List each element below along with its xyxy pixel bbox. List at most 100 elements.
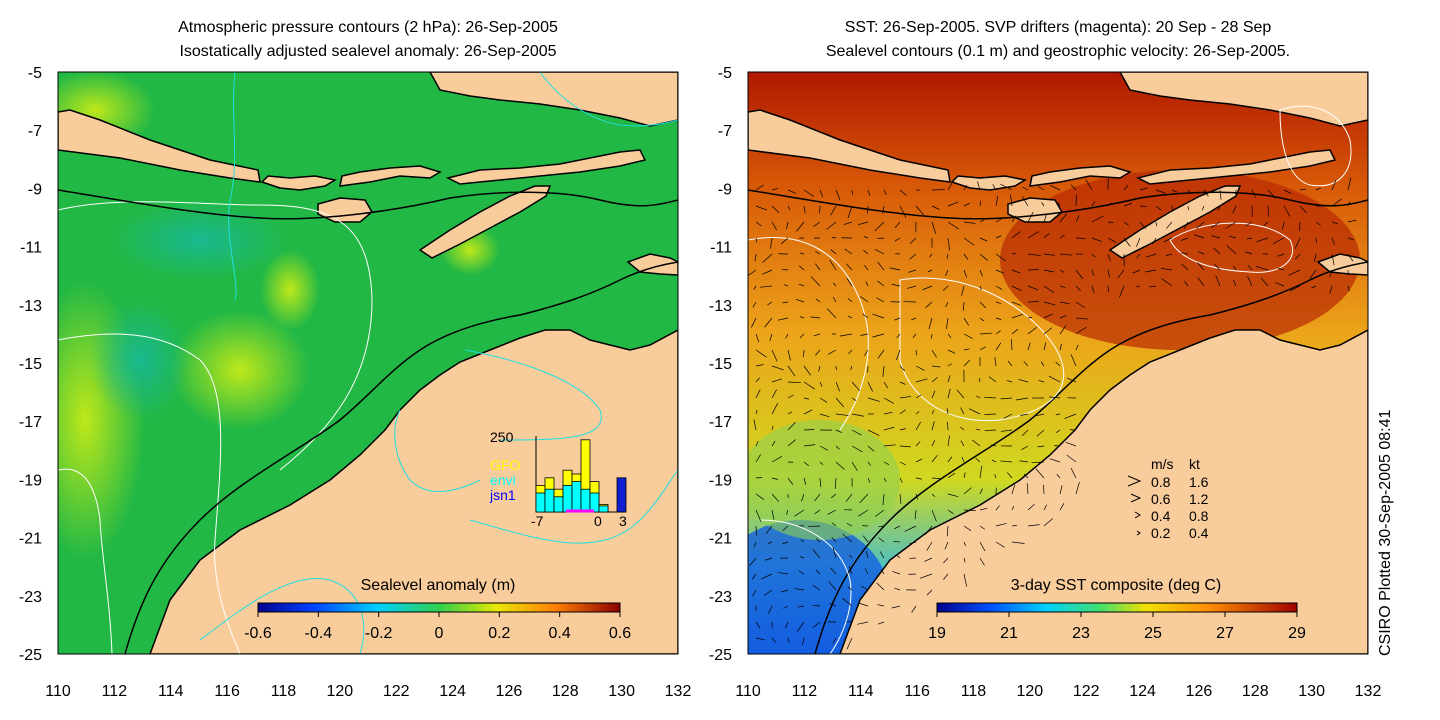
- velocity-arrow: [847, 205, 853, 219]
- velocity-arrow: [829, 602, 837, 607]
- velocity-arrow: [995, 342, 1002, 351]
- velocity-arrow: [1034, 413, 1045, 417]
- velocity-arrow: [947, 333, 952, 339]
- velocity-arrow: [867, 397, 880, 402]
- velocity-arrow: [877, 280, 885, 287]
- sla-contour: [394, 409, 481, 493]
- velocity-arrow: [1070, 354, 1077, 367]
- velocity-arrow: [1347, 285, 1350, 292]
- latitude-tick-label: -25: [19, 647, 42, 664]
- velocity-arrow: [979, 301, 987, 309]
- velocity-arrow: [979, 557, 985, 566]
- velocity-arrow: [767, 541, 773, 544]
- velocity-arrow: [926, 589, 933, 596]
- velocity-arrow: [914, 509, 917, 520]
- velocity-arrow: [899, 445, 911, 448]
- velocity-arrow: [771, 477, 778, 480]
- velocity-arrow: [1000, 429, 1013, 432]
- velocity-arrow: [1043, 214, 1047, 223]
- velocity-arrow: [1070, 468, 1077, 479]
- velocity-arrow: [771, 493, 780, 503]
- velocity-legend-kt-header: kt: [1189, 456, 1200, 472]
- velocity-arrow: [755, 349, 767, 358]
- longitude-tick-label: 120: [1016, 683, 1043, 700]
- northern-landmass: [1119, 72, 1368, 127]
- velocity-arrow: [995, 269, 1004, 274]
- velocity-arrow: [883, 189, 887, 196]
- velocity-arrow: [812, 585, 821, 591]
- velocity-arrow: [1107, 202, 1112, 207]
- histogram-bar-envi: [544, 488, 555, 513]
- velocity-arrow: [925, 301, 933, 308]
- velocity-arrow: [786, 509, 789, 515]
- velocity-arrow: [995, 317, 1002, 320]
- velocity-arrow: [961, 456, 965, 463]
- velocity-arrow: [777, 317, 789, 321]
- velocity-arrow: [960, 426, 965, 431]
- velocity-arrow: [752, 589, 757, 597]
- velocity-arrow: [818, 365, 821, 372]
- velocity-arrow: [909, 253, 917, 260]
- velocity-arrow: [894, 317, 901, 321]
- velocity-arrow: [1152, 237, 1157, 245]
- colorbar-tick-label: 29: [1288, 625, 1306, 642]
- velocity-arrow: [1123, 202, 1133, 207]
- velocity-arrow: [1011, 285, 1022, 292]
- velocity-arrow: [830, 493, 837, 499]
- java-island: [748, 109, 951, 183]
- velocity-arrow: [794, 588, 805, 591]
- sst-colorbar-ticks: 19 21 23 25 27 29: [928, 612, 1306, 642]
- histogram-bar-envi: [553, 496, 564, 513]
- velocity-arrow: [915, 477, 922, 480]
- colorbar-tick-label: 0: [435, 625, 444, 642]
- velocity-arrow: [1043, 253, 1055, 256]
- velocity-arrow: [813, 333, 821, 337]
- velocity-arrow: [785, 621, 789, 629]
- velocity-arrow: [755, 409, 758, 415]
- velocity-arrow: [1197, 262, 1205, 271]
- velocity-arrow: [946, 408, 949, 415]
- velocity-arrow: [842, 597, 853, 607]
- histogram-xlabel-max: 3: [619, 513, 627, 529]
- velocity-legend: m/s kt 0.8 1.6 0.6 1.2 0.4 0.8 0.2 0.4: [1127, 456, 1209, 541]
- velocity-arrow: [931, 333, 933, 339]
- velocity-arrow: [975, 458, 981, 463]
- velocity-arrow: [1217, 205, 1221, 211]
- longitude-tick-label: 118: [961, 683, 987, 700]
- velocity-arrow: [803, 365, 811, 376]
- velocity-legend-ms: 0.6: [1151, 491, 1171, 507]
- sealevel-contour: [1169, 222, 1293, 273]
- velocity-arrow: [931, 221, 937, 234]
- velocity-arrow: [984, 396, 997, 399]
- velocity-arrow: [1037, 445, 1045, 448]
- velocity-arrow: [1075, 481, 1080, 495]
- velocity-arrow: [1329, 285, 1333, 294]
- velocity-arrow: [803, 409, 813, 415]
- histogram-bar-envi: [535, 492, 546, 513]
- sla-contour: [228, 72, 237, 301]
- velocity-arrow: [1048, 375, 1061, 383]
- velocity-arrow: [1011, 524, 1017, 527]
- velocity-arrow: [762, 253, 773, 263]
- longitude-tick-label: 126: [496, 683, 523, 700]
- velocity-arrow: [832, 296, 837, 303]
- latitude-tick-label: -23: [709, 589, 732, 606]
- velocity-arrow: [896, 509, 901, 515]
- velocity-arrow: [1023, 361, 1029, 367]
- velocity-arrow: [751, 573, 757, 580]
- velocity-arrow: [995, 253, 1006, 262]
- velocity-arrow: [915, 421, 921, 431]
- velocity-arrow: [1059, 253, 1073, 256]
- velocity-arrow: [850, 365, 853, 371]
- velocity-arrow: [867, 461, 872, 466]
- velocity-arrow: [1233, 265, 1237, 271]
- velocity-arrow: [1059, 234, 1065, 239]
- velocity-arrow: [1136, 253, 1141, 259]
- histogram-xlabel-zero: 0: [594, 513, 602, 529]
- velocity-arrow: [753, 285, 757, 290]
- velocity-arrow: [1085, 179, 1093, 191]
- velocity-arrow: [1136, 285, 1141, 288]
- velocity-legend-arrow: [1134, 511, 1141, 519]
- velocity-arrow: [963, 269, 968, 278]
- velocity-arrow: [878, 537, 885, 543]
